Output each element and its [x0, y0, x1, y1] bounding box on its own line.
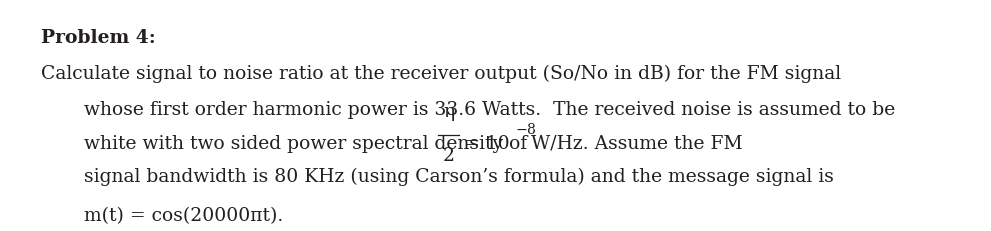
Text: W/Hz. Assume the FM: W/Hz. Assume the FM — [531, 135, 742, 153]
Text: η: η — [443, 103, 454, 121]
Text: m(t) = cos(20000πt).: m(t) = cos(20000πt). — [84, 207, 283, 225]
Text: = 10: = 10 — [465, 135, 510, 153]
Text: white with two sided power spectral density of: white with two sided power spectral dens… — [84, 135, 527, 153]
Text: Problem 4:: Problem 4: — [41, 29, 156, 47]
Text: Calculate signal to noise ratio at the receiver output (So/No in dB) for the FM : Calculate signal to noise ratio at the r… — [41, 65, 840, 83]
Text: signal bandwidth is 80 KHz (using Carson’s formula) and the message signal is: signal bandwidth is 80 KHz (using Carson… — [84, 168, 834, 186]
Text: −8: −8 — [516, 123, 537, 137]
Text: 2: 2 — [443, 147, 455, 165]
Text: whose first order harmonic power is 33.6 Watts.  The received noise is assumed t: whose first order harmonic power is 33.6… — [84, 100, 896, 119]
